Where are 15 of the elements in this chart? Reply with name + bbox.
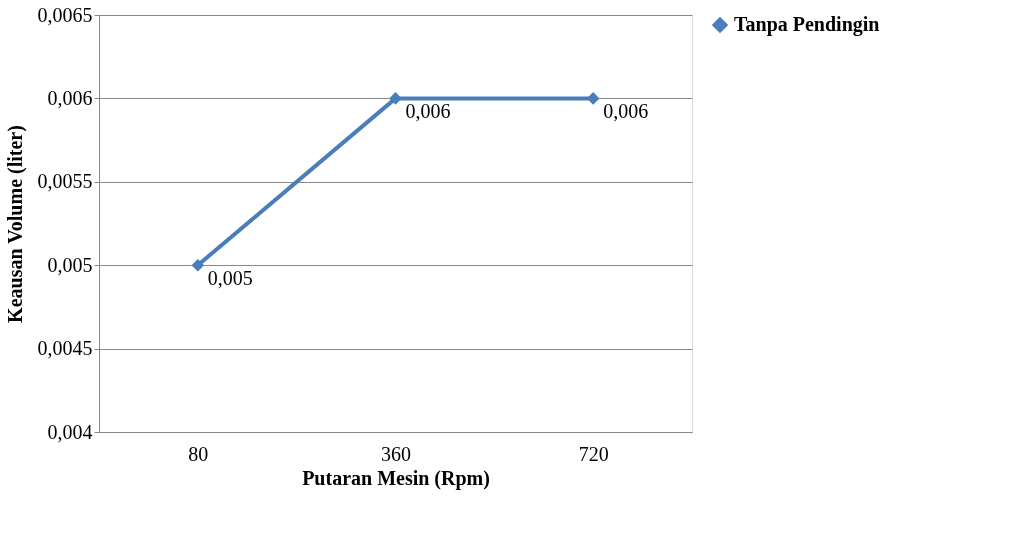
x-tick-label: 80 — [188, 442, 209, 465]
y-tick-label: 0,006 — [47, 86, 93, 109]
y-tick-label: 0,0065 — [37, 3, 93, 26]
data-label: 0,006 — [405, 100, 451, 123]
legend-label: Tanpa Pendingin — [734, 13, 880, 36]
x-axis-title: Putaran Mesin (Rpm) — [302, 466, 490, 490]
x-tick-label: 720 — [578, 442, 609, 465]
y-tick-label: 0,0055 — [37, 170, 93, 193]
data-label: 0,006 — [603, 100, 649, 123]
y-tick-label: 0,004 — [47, 420, 93, 443]
x-tick-label: 360 — [381, 442, 411, 465]
y-tick-label: 0,0045 — [37, 337, 93, 360]
y-axis-title: Keausan Volume (liter) — [3, 125, 27, 323]
y-tick-label: 0,005 — [47, 253, 93, 276]
data-label: 0,005 — [207, 267, 253, 290]
